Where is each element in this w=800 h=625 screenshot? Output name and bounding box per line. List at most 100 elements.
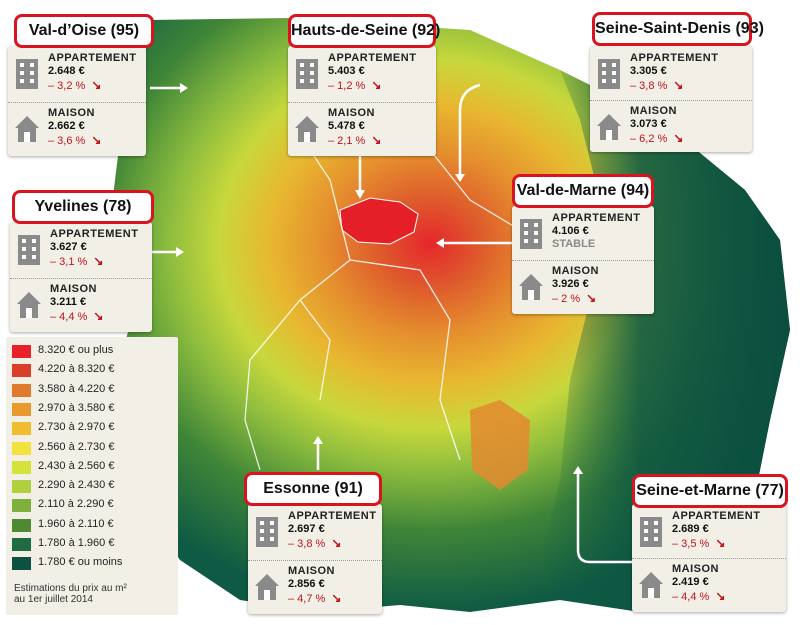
maison-label: MAISON [48,107,95,119]
appartement-label: APPARTEMENT [672,510,761,522]
change-value: – 4,4 % [50,311,88,323]
maison-row: MAISON 2.856 € – 4,7 % ↘ [248,560,382,611]
hauts-de-seine-title: Hauts-de-Seine (92) [288,14,440,48]
apartment-building-icon [256,517,278,547]
paris-area [339,197,419,245]
appartement-change: – 1,2 % ↘ [328,78,381,92]
legend-label: 2.560 à 2.730 € [38,440,115,453]
legend-note-line1: Estimations du prix au m² [14,583,127,594]
connector-arrows [150,83,632,564]
val-doise-title: Val-d’Oise (95) [14,14,154,48]
legend-label: 2.110 à 2.290 € [38,498,114,511]
appartement-label: APPARTEMENT [288,510,377,522]
maison-row: MAISON 3.211 € – 4,4 % ↘ [10,278,152,329]
change-value: – 6,2 % [630,133,668,145]
appartement-label: APPARTEMENT [50,228,139,240]
maison-row: MAISON 5.478 € – 2,1 % ↘ [288,102,436,153]
change-value: – 3,2 % [48,80,86,92]
maison-price: 2.662 € [48,120,85,132]
essonne-card: APPARTEMENT 2.697 € – 3,8 % ↘ MAISON 2.85… [248,504,382,614]
appartement-price: 2.648 € [48,65,85,77]
appartement-label: APPARTEMENT [328,52,417,64]
legend-note: Estimations du prix au m² au 1er juillet… [14,583,176,605]
maison-change: – 2 % ↘ [552,291,596,305]
arrow-down-right-icon: ↘ [93,309,104,323]
change-value: – 4,4 % [672,591,710,603]
house-icon [255,574,279,600]
arrow-down-right-icon: ↘ [331,591,342,605]
maison-price: 2.419 € [672,576,709,588]
legend-swatch [12,518,31,532]
maison-label: MAISON [552,265,599,277]
maison-change: – 2,1 % ↘ [328,133,381,147]
maison-price: 3.926 € [552,278,589,290]
legend-label: 8.320 € ou plus [38,344,114,356]
legend-note-line2: au 1er juillet 2014 [14,594,93,605]
maison-change: – 4,7 % ↘ [288,591,341,605]
legend-label: 3.580 à 4.220 € [38,382,115,395]
appartement-price: 3.305 € [630,65,667,77]
legend-swatch [12,402,31,416]
seine-saint-denis-title: Seine-Saint-Denis (93) [592,12,764,46]
legend-label: 1.780 à 1.960 € [38,537,115,549]
legend-label: 2.430 à 2.560 € [38,459,115,472]
department-borders [244,119,561,471]
val-de-marne-title: Val-de-Marne (94) [512,174,654,208]
seine-saint-denis-card: APPARTEMENT 3.305 € – 3,8 % ↘ MAISON 3.07… [590,46,752,152]
change-value: – 1,2 % [328,80,366,92]
essonne-orange-area [470,400,530,490]
arrowhead [455,174,465,182]
maison-price: 5.478 € [328,120,365,132]
yvelines-card: APPARTEMENT 3.627 € – 3,1 % ↘ MAISON 3.21… [10,222,152,332]
appartement-row: APPARTEMENT 3.305 € – 3,8 % ↘ [590,48,752,98]
appartement-change: – 3,2 % ↘ [48,78,101,92]
maison-change: – 4,4 % ↘ [50,309,103,323]
maison-label: MAISON [630,105,677,117]
appartement-change: STABLE [552,238,596,250]
yvelines-title: Yvelines (78) [12,190,154,224]
legend-swatch [12,460,31,474]
arrow-down-right-icon: ↘ [673,78,684,92]
change-value: – 3,6 % [48,135,86,147]
legend-swatch [12,499,31,513]
legend-swatch [12,345,31,358]
apartment-building-icon [18,235,40,265]
apartment-building-icon [598,59,620,89]
maison-price: 2.856 € [288,578,325,590]
appartement-label: APPARTEMENT [48,52,137,64]
maison-row: MAISON 2.419 € – 4,4 % ↘ [632,558,786,609]
seine-et-marne-card: APPARTEMENT 2.689 € – 3,5 % ↘ MAISON 2.41… [632,504,786,612]
arrowhead [355,190,365,199]
house-icon [597,114,621,140]
maison-price: 3.211 € [50,296,87,308]
maison-price: 3.073 € [630,118,667,130]
arrowhead [180,83,188,93]
val-de-marne-card: APPARTEMENT 4.106 € STABLE MAISON 3.926 … [512,206,654,314]
maison-change: – 6,2 % ↘ [630,131,683,145]
appartement-row: APPARTEMENT 2.697 € – 3,8 % ↘ [248,506,382,556]
legend-label: 2.730 à 2.970 € [38,421,115,434]
essonne-title: Essonne (91) [244,472,382,506]
apartment-building-icon [520,219,542,249]
legend-swatch [12,422,31,436]
arrowhead [436,238,444,248]
seine-et-marne-title: Seine-et-Marne (77) [632,474,788,508]
apartment-building-icon [640,517,662,547]
change-value: – 3,5 % [672,538,710,550]
apartment-building-icon [296,59,318,89]
appartement-label: APPARTEMENT [630,52,719,64]
legend-label: 4.220 à 8.320 € [38,363,115,376]
arrow-down-right-icon: ↘ [586,291,597,305]
appartement-change: – 3,8 % ↘ [630,78,683,92]
apartment-building-icon [16,59,38,89]
appartement-price: 4.106 € [552,225,589,237]
change-value: – 3,1 % [50,256,88,268]
arrow-down-right-icon: ↘ [91,78,102,92]
legend-swatch [12,364,31,378]
arrow-down-right-icon: ↘ [673,131,684,145]
change-value: – 2,1 % [328,135,366,147]
appartement-row: APPARTEMENT 2.689 € – 3,5 % ↘ [632,506,786,556]
appartement-row: APPARTEMENT 3.627 € – 3,1 % ↘ [10,224,152,274]
maison-label: MAISON [672,563,719,575]
maison-label: MAISON [328,107,375,119]
